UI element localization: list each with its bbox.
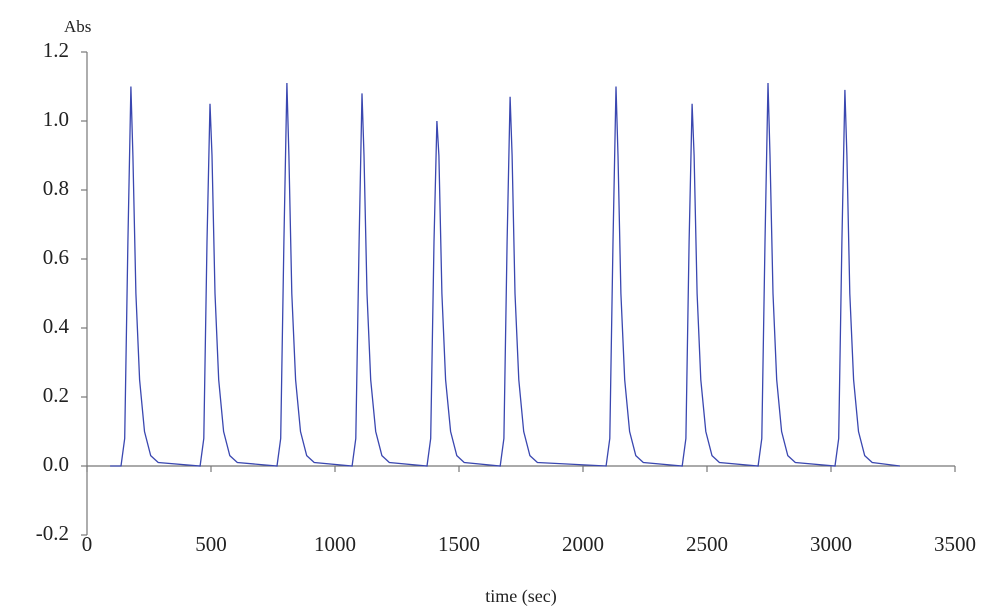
y-tick-label: 0.6 [43, 245, 69, 269]
x-tick-label: 3500 [934, 532, 976, 556]
x-tick-label: 2500 [686, 532, 728, 556]
page: Abs time (sec) -0.2 0.0 0.2 0.4 0.6 0.8 1.0 1.2… [0, 0, 986, 613]
y-tick-label: 0.4 [43, 314, 70, 338]
y-axis-label: Abs [64, 17, 91, 36]
data-line [110, 83, 900, 466]
y-tick-label: 0.2 [43, 383, 69, 407]
x-tick-label: 3000 [810, 532, 852, 556]
y-tick-label: 0.8 [43, 176, 69, 200]
x-tick-label: 2000 [562, 532, 604, 556]
x-tick-label: 0 [82, 532, 93, 556]
x-tick-label: 500 [195, 532, 227, 556]
y-tick-label: 1.0 [43, 107, 69, 131]
y-tick-label: 0.0 [43, 452, 69, 476]
y-tick-label: -0.2 [36, 521, 69, 545]
chart: Abs time (sec) -0.2 0.0 0.2 0.4 0.6 0.8 1.0 1.2… [0, 0, 986, 613]
x-axis-label: time (sec) [485, 586, 556, 607]
x-tick-label: 1500 [438, 532, 480, 556]
y-tick-label: 1.2 [43, 38, 69, 62]
x-tick-label: 1000 [314, 532, 356, 556]
